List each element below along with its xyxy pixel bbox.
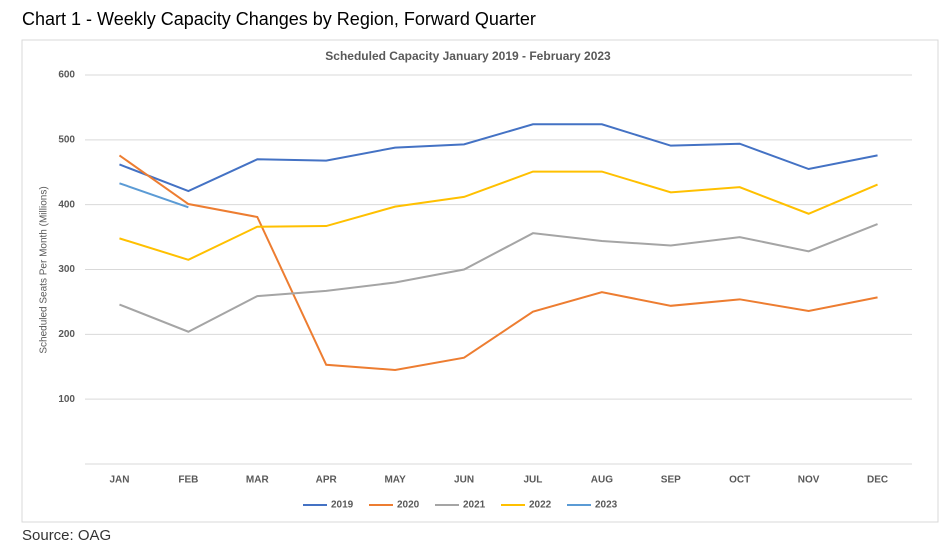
- y-axis-label: Scheduled Seats Per Month (Millions): [39, 186, 50, 353]
- x-tick-label: MAY: [384, 475, 406, 486]
- y-tick-label: 500: [58, 134, 75, 145]
- x-tick-label: AUG: [591, 475, 613, 486]
- x-tick-label: APR: [316, 475, 338, 486]
- x-tick-label: FEB: [178, 475, 198, 486]
- x-tick-label: MAR: [246, 475, 270, 486]
- source: Source: OAG: [22, 527, 111, 544]
- y-tick-label: 300: [58, 264, 75, 275]
- x-tick-label: SEP: [661, 475, 681, 486]
- series-line: [118, 154, 878, 371]
- page-heading: Chart 1 - Weekly Capacity Changes by Reg…: [22, 9, 536, 29]
- chart-frame: [21, 39, 939, 523]
- legend-label: 2020: [397, 500, 420, 511]
- legend-label: 2019: [331, 500, 354, 511]
- x-tick-label: NOV: [798, 475, 820, 486]
- x-tick-label: OCT: [729, 475, 750, 486]
- x-tick-label: JUN: [454, 475, 474, 486]
- legend-label: 2021: [463, 500, 486, 511]
- x-tick-label: JAN: [109, 475, 129, 486]
- legend-label: 2022: [529, 500, 552, 511]
- y-tick-label: 200: [58, 329, 75, 340]
- legend-label: 2023: [595, 500, 618, 511]
- chart-title: Scheduled Capacity January 2019 - Februa…: [325, 49, 611, 63]
- y-tick-label: 600: [58, 70, 75, 81]
- y-tick-label: 100: [58, 394, 75, 405]
- series-line: [119, 182, 189, 209]
- series-line: [119, 223, 878, 333]
- series-line: [119, 123, 878, 193]
- x-tick-label: DEC: [867, 475, 888, 486]
- x-tick-label: JUL: [524, 475, 543, 486]
- y-tick-label: 400: [58, 199, 75, 210]
- series-line: [119, 170, 878, 261]
